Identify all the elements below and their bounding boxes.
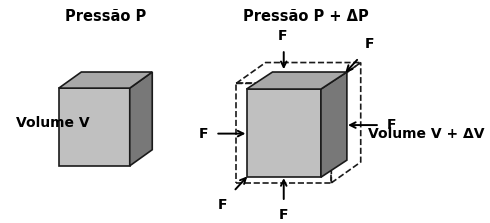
Polygon shape [246, 72, 347, 89]
Text: F: F [387, 118, 396, 132]
Text: F: F [365, 37, 374, 51]
Text: Pressão P + ΔP: Pressão P + ΔP [243, 9, 369, 25]
Polygon shape [59, 72, 152, 88]
Text: Pressão P: Pressão P [65, 9, 146, 25]
Text: Volume V: Volume V [16, 116, 89, 130]
Text: F: F [199, 127, 208, 141]
Text: F: F [279, 209, 289, 223]
Polygon shape [130, 72, 152, 166]
Text: Volume V + ΔV: Volume V + ΔV [368, 127, 484, 141]
Polygon shape [246, 89, 321, 177]
Text: F: F [218, 198, 227, 212]
Polygon shape [59, 88, 130, 166]
Text: F: F [277, 29, 287, 43]
Polygon shape [321, 72, 347, 177]
